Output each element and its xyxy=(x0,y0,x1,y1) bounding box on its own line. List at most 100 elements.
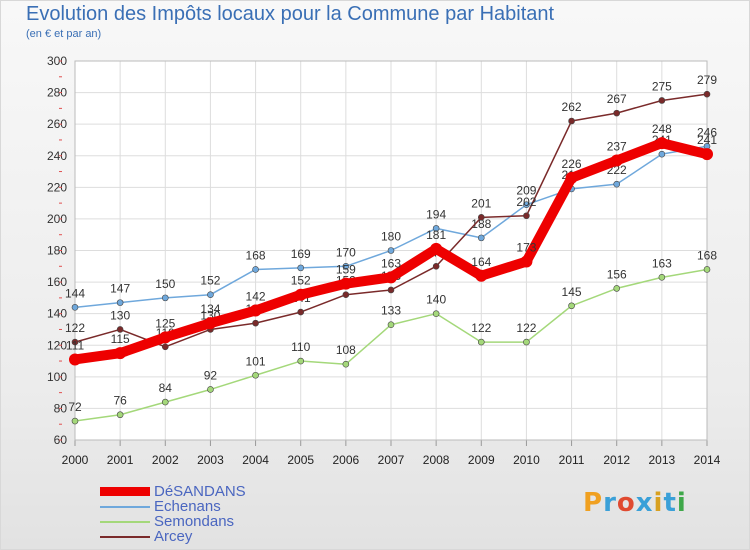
data-label-echenans-2010: 209 xyxy=(516,184,536,198)
data-point-arcey-2014 xyxy=(703,90,711,98)
data-point-arcey-2006 xyxy=(342,291,350,299)
data-label-desandans-2008: 181 xyxy=(426,228,446,242)
logo-letter: t xyxy=(663,488,677,518)
logo-letter: x xyxy=(635,488,654,518)
data-point-desandans-2002 xyxy=(159,331,172,344)
data-label-arcey-2013: 275 xyxy=(652,79,672,93)
data-point-echenans-2002 xyxy=(161,294,169,302)
data-label-semondans-2009: 122 xyxy=(471,321,491,335)
legend-item-desandans: DéSANDANS xyxy=(100,483,400,500)
data-label-desandans-2003: 134 xyxy=(200,302,220,316)
data-point-desandans-2000 xyxy=(69,353,81,366)
legend-swatch-arcey xyxy=(100,536,150,538)
data-label-echenans-2009: 188 xyxy=(471,217,491,231)
data-point-desandans-2005 xyxy=(294,288,307,301)
y-tick-label-140: 140 xyxy=(47,307,67,321)
data-point-desandans-2008 xyxy=(430,242,443,255)
proxiti-logo: Proxiti xyxy=(583,488,687,518)
x-tick-label-2008: 2008 xyxy=(423,453,450,467)
data-label-semondans-2012: 156 xyxy=(607,267,627,281)
data-point-semondans-2002 xyxy=(161,398,169,406)
x-tick-label-2011: 2011 xyxy=(559,453,585,467)
data-point-desandans-2012 xyxy=(610,154,623,167)
legend-swatch-desandans xyxy=(100,487,150,496)
data-point-semondans-2008 xyxy=(432,310,440,317)
data-label-semondans-2002: 84 xyxy=(159,381,173,395)
data-label-echenans-2001: 147 xyxy=(110,282,130,296)
data-point-desandans-2009 xyxy=(475,269,488,282)
legend-item-echenans: Echenans xyxy=(100,498,400,515)
x-tick-label-2009: 2009 xyxy=(468,453,495,467)
data-label-semondans-2010: 122 xyxy=(516,321,536,335)
data-point-semondans-2001 xyxy=(116,411,124,419)
data-point-echenans-2009 xyxy=(477,234,485,242)
data-point-arcey-2008 xyxy=(432,262,440,270)
data-label-desandans-2010: 173 xyxy=(516,241,536,255)
x-tick-label-2003: 2003 xyxy=(197,453,224,467)
data-point-arcey-2002 xyxy=(161,343,169,351)
y-tick-label-220: 220 xyxy=(47,180,67,194)
data-label-echenans-2003: 152 xyxy=(200,274,220,288)
data-point-semondans-2014 xyxy=(703,266,711,273)
data-point-arcey-2000 xyxy=(71,338,79,346)
x-tick-label-2006: 2006 xyxy=(333,453,360,467)
data-label-desandans-2002: 125 xyxy=(155,316,175,330)
data-label-desandans-2005: 152 xyxy=(291,274,311,288)
data-point-echenans-2000 xyxy=(71,304,79,311)
x-tick-label-2014: 2014 xyxy=(694,453,721,467)
y-tick-label-280: 280 xyxy=(47,86,67,100)
data-point-semondans-2003 xyxy=(207,386,214,393)
data-label-arcey-2009: 201 xyxy=(471,196,491,210)
y-tick-label-240: 240 xyxy=(47,149,67,163)
data-point-arcey-2009 xyxy=(477,214,485,221)
data-point-arcey-2013 xyxy=(658,97,666,104)
y-tick-label-260: 260 xyxy=(47,117,67,131)
plot-border xyxy=(74,60,708,441)
y-tick-label-180: 180 xyxy=(47,244,67,258)
data-label-semondans-2001: 76 xyxy=(113,394,127,408)
data-point-semondans-2011 xyxy=(568,302,575,310)
data-label-semondans-2000: 72 xyxy=(68,400,82,414)
data-point-echenans-2010 xyxy=(523,201,530,209)
x-tick-label-2002: 2002 xyxy=(152,453,179,467)
data-label-semondans-2006: 108 xyxy=(336,343,356,357)
data-label-semondans-2007: 133 xyxy=(381,304,401,318)
data-point-desandans-2007 xyxy=(385,271,397,284)
chart-legend: DéSANDANS Echenans Semondans Arcey xyxy=(100,483,400,545)
data-label-desandans-2004: 142 xyxy=(246,290,266,304)
chart-subtitle: (en € et par an) xyxy=(26,28,102,40)
legend-label-arcey: Arcey xyxy=(154,528,193,545)
logo-letter: r xyxy=(603,488,617,518)
data-label-desandans-2006: 159 xyxy=(336,263,356,277)
data-label-arcey-2014: 279 xyxy=(697,73,717,87)
legend-item-arcey: Arcey xyxy=(100,528,400,545)
data-point-desandans-2013 xyxy=(655,137,668,150)
x-tick-label-2000: 2000 xyxy=(62,453,89,467)
data-label-arcey-2010: 202 xyxy=(516,195,536,209)
x-tick-label-2010: 2010 xyxy=(513,453,540,467)
data-point-semondans-2009 xyxy=(477,338,485,346)
data-label-desandans-2012: 237 xyxy=(607,139,627,153)
data-point-echenans-2001 xyxy=(116,299,124,306)
data-point-desandans-2011 xyxy=(565,171,578,184)
data-label-desandans-2013: 248 xyxy=(652,122,672,136)
data-point-semondans-2013 xyxy=(658,274,666,281)
data-point-arcey-2007 xyxy=(387,286,395,294)
x-tick-label-2013: 2013 xyxy=(649,453,676,467)
data-point-semondans-2006 xyxy=(342,360,350,368)
data-point-desandans-2006 xyxy=(339,277,352,290)
data-label-arcey-2000: 122 xyxy=(65,321,85,335)
x-tick-label-2007: 2007 xyxy=(378,453,405,467)
data-label-echenans-2004: 168 xyxy=(246,248,266,262)
data-point-semondans-2010 xyxy=(523,338,530,346)
data-point-semondans-2005 xyxy=(297,357,305,365)
data-label-echenans-2007: 180 xyxy=(381,230,401,244)
data-point-echenans-2008 xyxy=(432,225,440,232)
data-label-arcey-2011: 262 xyxy=(562,100,582,114)
data-point-arcey-2001 xyxy=(116,326,124,333)
legend-label-echenans: Echenans xyxy=(154,498,221,515)
data-label-desandans-2009: 164 xyxy=(471,255,491,269)
data-label-desandans-2011: 226 xyxy=(562,157,582,171)
data-point-semondans-2000 xyxy=(71,417,79,425)
data-point-semondans-2012 xyxy=(613,285,621,292)
